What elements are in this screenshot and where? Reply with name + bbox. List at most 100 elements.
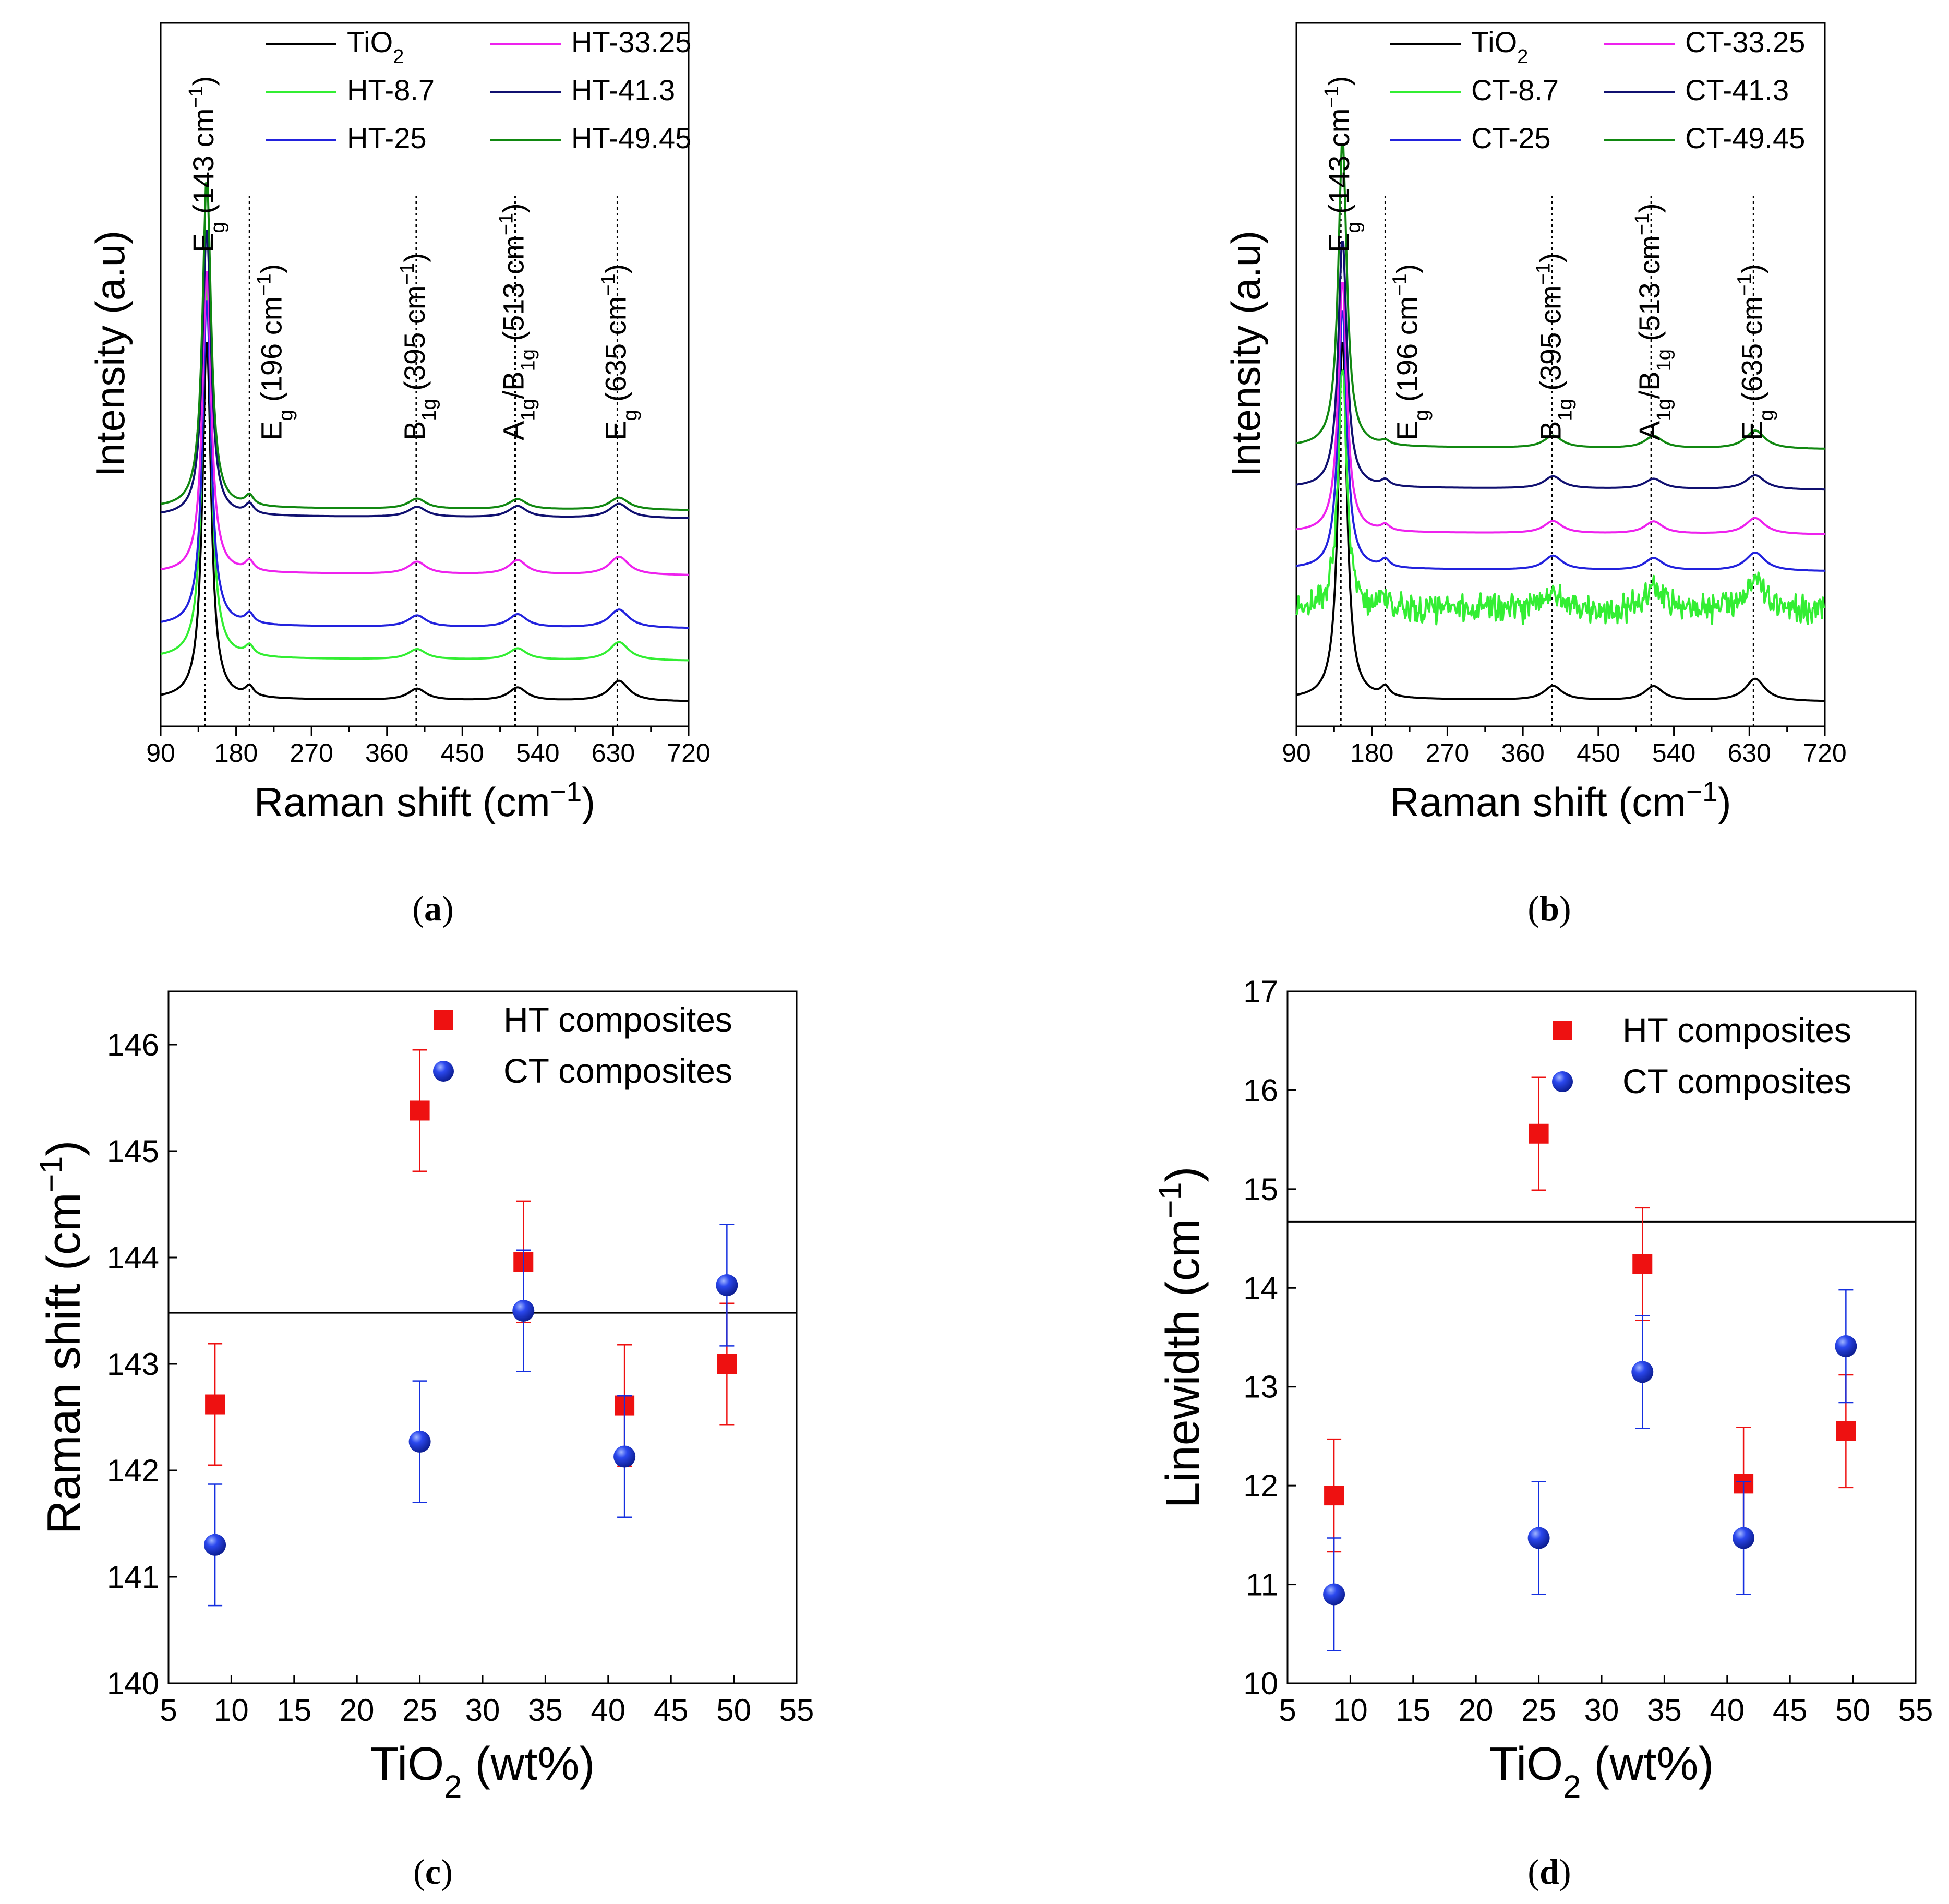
x-tick-label: 40: [1710, 1693, 1745, 1728]
x-tick-label: 270: [290, 738, 333, 768]
peak-label: Eg (196 cm−1): [253, 264, 297, 440]
figure-label: (c): [413, 1852, 453, 1891]
legend-label: HT composites: [503, 1000, 732, 1039]
spectrum-line-HT-49.45: [160, 182, 689, 511]
x-tick-label: 450: [441, 738, 484, 768]
legend-label: HT composites: [1622, 1011, 1851, 1049]
x-tick-label: 25: [402, 1693, 437, 1728]
peak-label: A1g/B1g (513 cm−1): [495, 203, 539, 440]
legend-label: HT-8.7: [347, 74, 435, 106]
marker-circle: [1835, 1335, 1857, 1358]
x-tick-label: 180: [214, 738, 258, 768]
spectrum-line-CT-49.45: [1296, 145, 1825, 450]
peak-label: Eg (635 cm−1): [597, 264, 641, 440]
figure-label: (d): [1527, 1852, 1571, 1891]
legend-label: CT-8.7: [1471, 74, 1559, 106]
y-tick-label: 142: [107, 1453, 159, 1488]
marker-circle: [204, 1534, 226, 1556]
legend-label: HT-25: [347, 122, 427, 154]
x-tick-label: 360: [365, 738, 408, 768]
x-tick-label: 630: [1728, 738, 1771, 768]
peak-label: Eg (635 cm−1): [1734, 264, 1777, 440]
x-tick-label: 10: [1333, 1693, 1368, 1728]
legend-label: CT-41.3: [1685, 74, 1789, 106]
x-tick-label: 90: [1282, 738, 1311, 768]
y-tick-label: 144: [107, 1240, 159, 1275]
marker-circle: [716, 1274, 738, 1297]
marker-square: [410, 1100, 430, 1121]
legend-swatch: [434, 1010, 453, 1030]
marker-circle: [1631, 1361, 1654, 1383]
x-tick-label: 55: [1898, 1693, 1933, 1728]
x-tick-label: 15: [276, 1693, 311, 1728]
x-tick-label: 10: [214, 1693, 249, 1728]
x-tick-label: 5: [1279, 1693, 1296, 1728]
marker-circle: [1323, 1583, 1345, 1606]
x-tick-label: 35: [528, 1693, 563, 1728]
x-tick-label: 270: [1426, 738, 1469, 768]
legend-label: CT composites: [503, 1051, 732, 1090]
x-tick-label: 50: [1835, 1693, 1870, 1728]
x-tick-label: 630: [592, 738, 635, 768]
marker-square: [1324, 1486, 1344, 1506]
y-tick-label: 145: [107, 1134, 159, 1169]
chart-c: 5 10 15 20 25 30 35 40 45 50 55 140 141 142 143 144 145 1…: [33, 990, 814, 1804]
x-tick-label: 45: [1773, 1693, 1808, 1728]
x-tick-label: 90: [146, 738, 175, 768]
y-tick-label: 15: [1243, 1172, 1278, 1207]
legend-label: TiO2: [347, 26, 404, 68]
spectrum-line-TiO₂: [1296, 342, 1825, 702]
figure-label: (b): [1527, 889, 1571, 928]
spectrum-line-HT-33.25: [160, 271, 689, 576]
y-axis-label: Raman shift (cm−1): [33, 1141, 90, 1535]
x-tick-label: 360: [1501, 738, 1544, 768]
x-axis-label: Raman shift (cm−1): [254, 776, 595, 825]
x-tick-label: 540: [1652, 738, 1695, 768]
x-tick-label: 30: [465, 1693, 500, 1728]
y-tick-label: 14: [1243, 1271, 1278, 1306]
y-tick-label: 143: [107, 1347, 159, 1382]
y-tick-label: 13: [1243, 1370, 1278, 1405]
x-tick-label: 30: [1584, 1693, 1619, 1728]
peak-label: A1g/B1g (513 cm−1): [1631, 203, 1675, 440]
x-tick-label: 20: [340, 1693, 375, 1728]
legend-label: CT-49.45: [1685, 122, 1805, 154]
marker-circle: [1527, 1527, 1550, 1549]
spectrum-line-CT-8.7: [1295, 369, 1825, 626]
figure-label: (a): [412, 889, 453, 928]
spectrum-line-HT-8.7: [160, 281, 689, 662]
legend-label: HT-49.45: [571, 122, 691, 154]
marker-circle: [408, 1430, 431, 1453]
x-tick-label: 35: [1647, 1693, 1682, 1728]
x-axis-label: TiO2 (wt%): [1489, 1738, 1714, 1804]
y-tick-label: 17: [1243, 974, 1278, 1009]
legend-label: HT-41.3: [571, 74, 675, 106]
marker-square: [1632, 1254, 1653, 1274]
peak-label: Eg (143 cm−1): [1321, 76, 1365, 253]
peak-label: B1g (395 cm−1): [1532, 253, 1576, 440]
marker-square: [1836, 1421, 1856, 1441]
chart-a: 90 180 270 360 450 540 630 720 Raman shift (cm−1…: [87, 22, 711, 825]
chart-d: 5 10 15 20 25 30 35 40 45 50 551011121314151617TiO…: [1152, 974, 1933, 1804]
peak-label: B1g (395 cm−1): [396, 253, 440, 440]
x-tick-label: 450: [1577, 738, 1620, 768]
x-tick-label: 40: [591, 1693, 625, 1728]
legend-label: CT-33.25: [1685, 26, 1805, 58]
x-tick-label: 720: [1803, 738, 1846, 768]
legend-label: CT composites: [1622, 1062, 1851, 1100]
y-tick-label: 140: [107, 1666, 159, 1701]
y-tick-label: 16: [1243, 1073, 1278, 1108]
marker-circle: [613, 1445, 636, 1468]
spectrum-line-HT-41.3: [160, 230, 689, 519]
legend-swatch: [433, 1061, 454, 1082]
legend-swatch: [1552, 1071, 1573, 1092]
spectrum-line-CT-41.3: [1296, 241, 1825, 491]
x-tick-label: 45: [654, 1693, 689, 1728]
spectrum-line-TiO₂: [160, 342, 689, 702]
x-tick-label: 540: [516, 738, 559, 768]
y-axis-label: Intensity (a.u): [87, 231, 133, 477]
peak-label: Eg (143 cm−1): [185, 76, 229, 253]
marker-square: [717, 1354, 737, 1374]
legend-swatch: [1553, 1021, 1572, 1040]
